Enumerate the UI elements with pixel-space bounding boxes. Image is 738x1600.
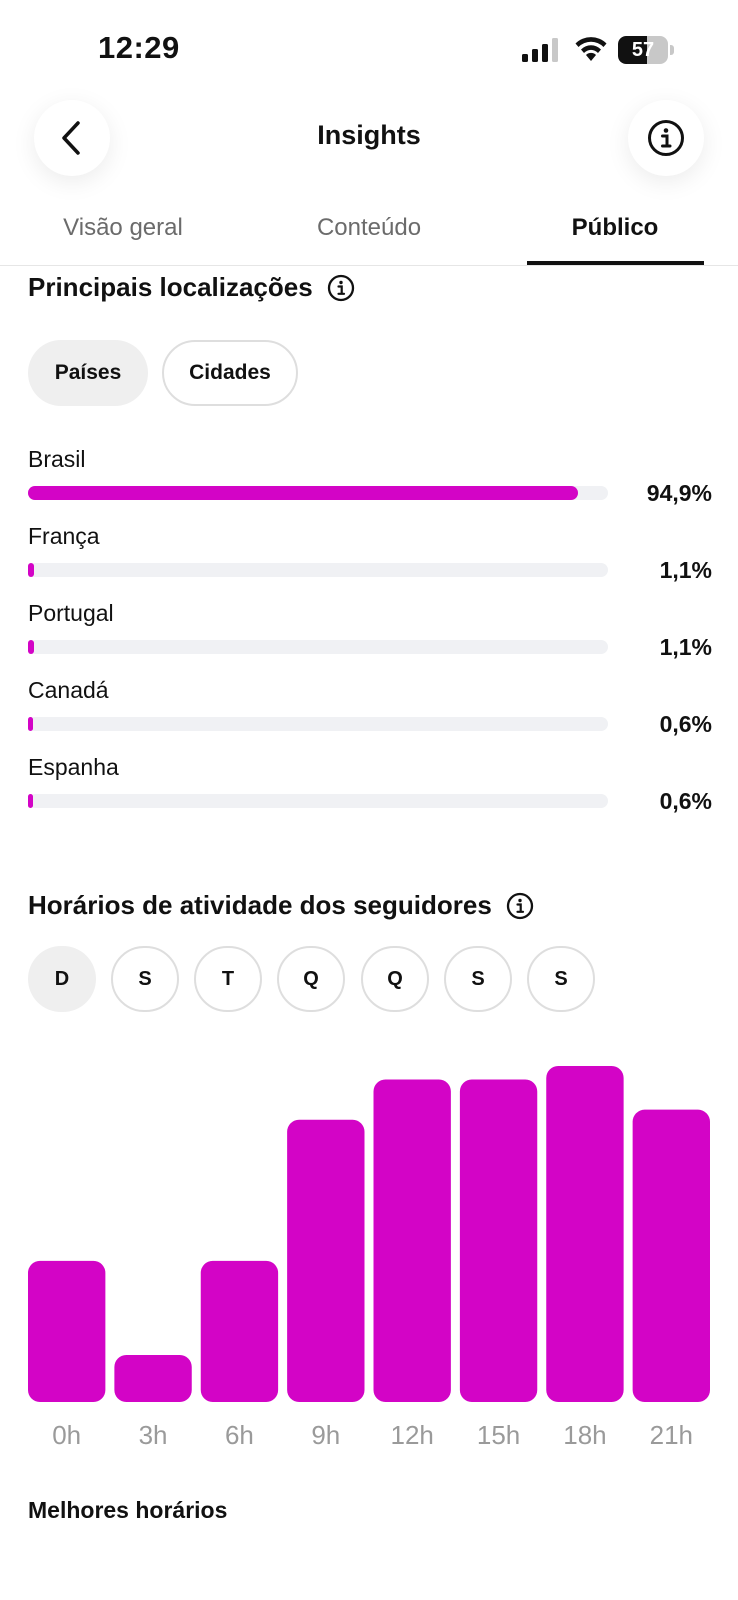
activity-bar-0h[interactable] <box>28 1260 106 1402</box>
location-percent: 1,1% <box>659 557 712 583</box>
day-pill-friday[interactable]: S <box>444 946 512 1012</box>
page-title: Insights <box>317 120 421 150</box>
hour-tick-label: 0h <box>52 1420 81 1450</box>
activity-bar-chart: 0h 3h 6h 9h 12h 15h 18h 21h <box>28 1066 710 1450</box>
location-name: Brasil <box>28 446 86 472</box>
location-name: França <box>28 523 100 549</box>
activity-bar-15h[interactable] <box>459 1079 538 1402</box>
info-button[interactable] <box>628 100 704 176</box>
location-bar-track <box>28 794 608 808</box>
location-bar-fill <box>28 794 33 808</box>
battery-icon: 57 <box>618 36 674 64</box>
location-bar-fill <box>28 486 579 500</box>
locations-section-title: Principais localizações <box>28 272 355 303</box>
tab-overview[interactable]: Visão geral <box>63 214 183 241</box>
chevron-left-icon <box>62 121 80 155</box>
location-percent: 0,6% <box>659 788 712 814</box>
location-row: Brasil 94,9% <box>28 446 712 516</box>
wifi-icon <box>575 37 607 61</box>
tab-audience[interactable]: Público <box>571 214 659 241</box>
activity-bar-3h[interactable] <box>114 1354 192 1402</box>
day-pill-wednesday[interactable]: Q <box>277 946 345 1012</box>
location-bar-fill <box>28 640 35 654</box>
back-button[interactable] <box>34 100 110 176</box>
location-row: França 1,1% <box>28 523 712 593</box>
info-icon[interactable] <box>327 274 355 302</box>
location-row: Espanha 0,6% <box>28 754 712 824</box>
battery-level: 57 <box>631 39 655 61</box>
day-pill-sunday[interactable]: D <box>28 946 96 1012</box>
status-bar: 12:29 57 <box>0 0 738 100</box>
location-bar-fill <box>28 563 35 577</box>
hour-tick-label: 18h <box>563 1420 606 1450</box>
activity-bar-18h[interactable] <box>546 1066 624 1402</box>
day-pill-tuesday[interactable]: T <box>194 946 262 1012</box>
activity-bar-12h[interactable] <box>373 1079 451 1402</box>
day-pill-thursday[interactable]: Q <box>361 946 429 1012</box>
filter-cities-pill[interactable]: Cidades <box>162 340 298 406</box>
hour-tick-label: 21h <box>650 1420 693 1450</box>
filter-countries-pill[interactable]: Países <box>28 340 148 406</box>
location-percent: 0,6% <box>659 711 712 737</box>
active-tab-indicator <box>527 261 704 265</box>
hour-tick-label: 15h <box>477 1420 520 1450</box>
hour-tick-label: 12h <box>390 1420 433 1450</box>
info-icon <box>648 120 684 156</box>
location-row: Portugal 1,1% <box>28 600 712 670</box>
location-name: Canadá <box>28 677 109 703</box>
activity-bar-9h[interactable] <box>287 1119 365 1402</box>
location-bar-fill <box>28 717 33 731</box>
tab-content[interactable]: Conteúdo <box>316 214 422 241</box>
activity-bar-21h[interactable] <box>632 1109 710 1402</box>
hour-tick-label: 9h <box>311 1420 340 1450</box>
tab-bar: Visão geral Conteúdo Público <box>0 200 738 266</box>
location-bar-track <box>28 717 608 731</box>
cellular-signal-icon <box>522 38 558 62</box>
best-times-title: Melhores horários <box>28 1497 228 1523</box>
location-percent: 1,1% <box>659 634 712 660</box>
day-pill-saturday[interactable]: S <box>527 946 595 1012</box>
location-row: Canadá 0,6% <box>28 677 712 747</box>
location-percent: 94,9% <box>646 480 712 506</box>
location-name: Portugal <box>28 600 114 626</box>
status-time: 12:29 <box>98 30 180 65</box>
activity-section-title: Horários de atividade dos seguidores <box>28 890 534 921</box>
location-bar-track <box>28 486 608 500</box>
location-bar-track <box>28 563 608 577</box>
hour-tick-label: 3h <box>139 1420 168 1450</box>
location-bar-track <box>28 640 608 654</box>
hour-tick-label: 6h <box>225 1420 254 1450</box>
info-icon[interactable] <box>506 892 534 920</box>
location-name: Espanha <box>28 754 119 780</box>
day-pill-monday[interactable]: S <box>111 946 179 1012</box>
activity-title-text: Horários de atividade dos seguidores <box>28 890 492 920</box>
activity-bar-6h[interactable] <box>200 1260 279 1402</box>
locations-title-text: Principais localizações <box>28 272 313 302</box>
